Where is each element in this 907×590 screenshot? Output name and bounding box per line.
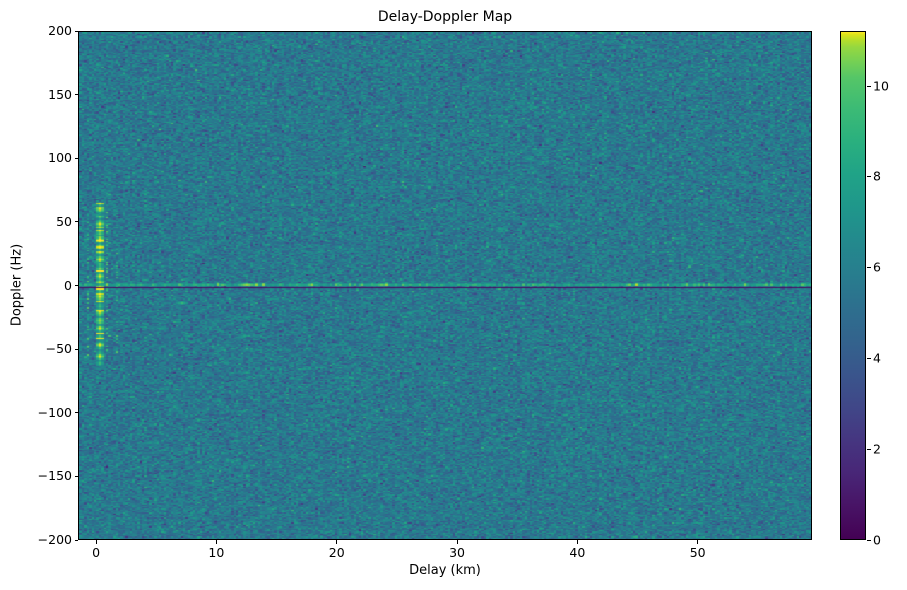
x-tick-mark bbox=[576, 540, 578, 544]
x-axis-label: Delay (km) bbox=[409, 563, 481, 578]
y-tick-mark bbox=[74, 412, 78, 414]
y-tick-label: −50 bbox=[45, 341, 72, 357]
x-tick-label: 10 bbox=[208, 545, 225, 560]
y-tick-mark bbox=[74, 94, 78, 96]
colorbar-tick-label: 4 bbox=[873, 350, 881, 366]
x-tick-mark bbox=[697, 540, 699, 544]
y-tick-mark bbox=[74, 221, 78, 223]
y-tick-mark bbox=[74, 30, 78, 32]
y-tick-mark bbox=[74, 285, 78, 286]
y-tick-label: −100 bbox=[37, 404, 72, 420]
colorbar-tick-mark bbox=[867, 85, 871, 87]
x-tick-label: 20 bbox=[328, 545, 345, 560]
colorbar-gradient bbox=[841, 32, 865, 539]
x-tick-mark bbox=[215, 540, 217, 544]
y-tick-label: −150 bbox=[37, 468, 72, 484]
y-tick-mark bbox=[74, 157, 78, 159]
colorbar-tick-label: 6 bbox=[873, 259, 881, 275]
y-tick-label: 50 bbox=[56, 213, 72, 229]
x-tick-label: 50 bbox=[689, 545, 706, 560]
y-tick-label: 200 bbox=[48, 23, 72, 38]
colorbar-tick-mark bbox=[867, 449, 871, 451]
x-tick-mark bbox=[95, 540, 97, 544]
page-title: Delay-Doppler Map bbox=[377, 9, 513, 25]
y-tick-label: 0 bbox=[64, 277, 72, 293]
x-tick-mark bbox=[336, 540, 338, 544]
colorbar-tick-label: 0 bbox=[873, 532, 881, 548]
colorbar-tick-label: 2 bbox=[873, 441, 881, 457]
y-tick-label: 150 bbox=[48, 86, 72, 102]
x-tick-label: 0 bbox=[92, 545, 101, 560]
x-tick-label: 30 bbox=[449, 545, 465, 560]
x-tick-mark bbox=[456, 540, 458, 544]
delay-doppler-heatmap bbox=[79, 32, 811, 539]
colorbar-tick-mark bbox=[867, 358, 871, 360]
y-axis-label: Doppler (Hz) bbox=[9, 243, 25, 327]
colorbar-tick-label: 10 bbox=[873, 78, 889, 94]
y-tick-mark bbox=[74, 539, 78, 541]
colorbar bbox=[840, 31, 866, 540]
colorbar-tick-label: 8 bbox=[873, 168, 881, 184]
colorbar-tick-mark bbox=[867, 267, 871, 269]
y-tick-label: 100 bbox=[48, 150, 72, 166]
y-tick-label: −200 bbox=[37, 532, 72, 547]
x-tick-label: 40 bbox=[569, 545, 586, 560]
colorbar-tick-mark bbox=[867, 176, 871, 178]
colorbar-tick-mark bbox=[867, 540, 871, 541]
y-tick-mark bbox=[74, 348, 78, 350]
y-tick-mark bbox=[74, 475, 78, 477]
heatmap-axes bbox=[78, 31, 812, 540]
